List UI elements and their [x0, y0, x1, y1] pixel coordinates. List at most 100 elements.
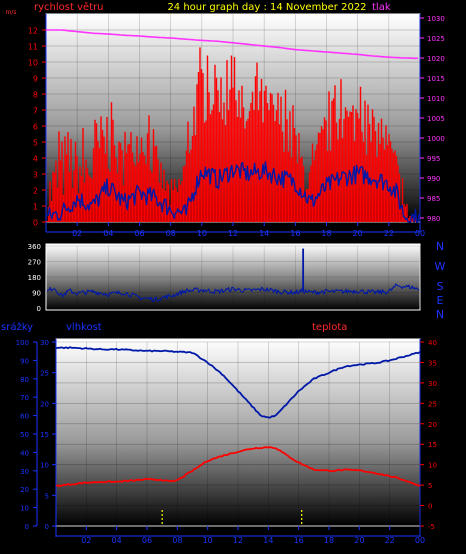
time-tick-label: 08: [172, 536, 182, 545]
time-tick-label: 16: [294, 536, 304, 545]
direction-tick-label: 90: [32, 290, 41, 298]
temperature-tick-label: 25: [428, 400, 437, 408]
time-tick-label: 22: [385, 536, 395, 545]
pressure-tick-label: 1005: [427, 115, 445, 123]
time-tick-label: 20: [353, 229, 363, 238]
rain-tick-label: 50: [20, 431, 29, 439]
wind-tick-label: 11: [28, 43, 38, 52]
time-tick-label: 14: [259, 229, 269, 238]
time-tick-label: 12: [228, 229, 238, 238]
pressure-tick-label: 980: [427, 215, 440, 223]
humidity-tick-label: 30: [40, 339, 49, 347]
wind-tick-label: 3: [33, 171, 38, 180]
humidity-tick-label: 25: [40, 370, 49, 378]
compass-letter: E: [437, 294, 444, 307]
humidity-temperature-grid: [56, 341, 421, 527]
direction-tick-label: 360: [28, 243, 41, 251]
left-axis-label: rychlost větru: [34, 1, 104, 13]
pressure-tick-label: 1015: [427, 75, 445, 83]
pressure-tick-label: 1025: [427, 35, 445, 43]
humidity-temperature-panel: [55, 338, 421, 537]
time-tick-label: 00: [415, 229, 425, 238]
pressure-tick-label: 995: [427, 155, 440, 163]
time-tick-label: 22: [384, 229, 394, 238]
wind-tick-label: 8: [33, 91, 38, 100]
time-tick-label: 02: [72, 229, 82, 238]
left-unit-label: m/s: [6, 9, 17, 16]
rain-tick-label: 100: [16, 339, 29, 347]
rain-tick-label: 30: [20, 468, 29, 476]
wind-tick-label: 6: [33, 123, 38, 132]
temperature-tick-label: -5: [428, 523, 435, 531]
time-tick-label: 18: [324, 536, 334, 545]
temperature-axis-label: teplota: [312, 322, 347, 333]
temperature-tick-label: 10: [428, 462, 437, 470]
pressure-tick-label: 1020: [427, 55, 445, 63]
temperature-tick-label: 30: [428, 380, 437, 388]
pressure-tick-label: 990: [427, 175, 440, 183]
direction-ticks: 0 90 180 270 360: [28, 243, 41, 313]
time-tick-label: 04: [112, 536, 122, 545]
wind-tick-label: 9: [33, 75, 38, 84]
humidity-tick-label: 10: [40, 462, 49, 470]
rain-tick-label: 10: [20, 505, 29, 513]
humidity-ticks: 0 5 10 15 20 25 30: [40, 339, 56, 531]
wind-gust-line: [46, 161, 420, 223]
rain-tick-label: 90: [20, 357, 29, 365]
temperature-tick-label: 5: [428, 482, 432, 490]
pressure-tick-label: 1010: [427, 95, 445, 103]
time-tick-label: 02: [81, 536, 91, 545]
rain-tick-label: 70: [20, 394, 29, 402]
time-tick-label: 06: [134, 229, 144, 238]
wind-direction-series: [46, 248, 420, 303]
temperature-tick-label: 0: [428, 503, 432, 511]
compass-letter: N: [436, 240, 444, 253]
pressure-ticks: 980 985 990 995 1000 1005 1010 1015 1020 1025 1030: [420, 15, 445, 223]
pressure-tick-label: 1030: [427, 15, 445, 23]
pressure-tick-label: 985: [427, 195, 440, 203]
humidity-axis-label: vlhkost: [66, 322, 102, 333]
rain-tick-label: 60: [20, 413, 29, 421]
compass-letter: W: [435, 260, 446, 273]
temperature-tick-label: 20: [428, 421, 437, 429]
time-tick-label: 10: [197, 229, 207, 238]
time-tick-label: 12: [233, 536, 243, 545]
pressure-line: [46, 29, 418, 60]
time-tick-label: 06: [142, 536, 152, 545]
time-tick-label: 10: [203, 536, 213, 545]
humidity-line: [55, 346, 421, 419]
wind-tick-label: 1: [33, 203, 38, 212]
humidity-temperature-series: [55, 346, 421, 526]
direction-tick-label: 270: [28, 259, 41, 267]
right-axis-label: tlak: [372, 2, 391, 13]
direction-tick-label: 180: [28, 274, 41, 282]
temperature-line: [55, 446, 421, 488]
wind-tick-label: 2: [33, 187, 38, 196]
time-tick-label: 04: [103, 229, 113, 238]
humidity-tick-label: 5: [45, 492, 49, 500]
wind-time-ticks: 02 04 06 08 10 12 14 16 18 20 22 00: [46, 222, 425, 238]
time-tick-label: 14: [263, 536, 273, 545]
time-tick-label: 00: [415, 536, 425, 545]
humidity-tick-label: 0: [45, 523, 49, 531]
wind-tick-label: 12: [28, 27, 38, 36]
humidity-tick-label: 20: [40, 400, 49, 408]
rain-tick-label: 20: [20, 486, 29, 494]
time-tick-label: 18: [321, 229, 331, 238]
rain-tick-label: 40: [20, 449, 29, 457]
direction-tick-label: 0: [37, 305, 41, 313]
time-tick-label: 16: [290, 229, 300, 238]
wind-direction-line: [46, 283, 420, 303]
temperature-ticks: -5 0 5 10 15 20 25 30 35 40: [420, 339, 437, 531]
chart-title: 24 hour graph day : 14 November 2022: [167, 2, 366, 13]
wind-tick-label: 0: [33, 219, 38, 228]
compass-letter: S: [437, 280, 444, 293]
temperature-tick-label: 15: [428, 441, 437, 449]
rain-tick-label: 0: [25, 523, 29, 531]
wind-tick-label: 10: [28, 59, 38, 68]
wind-tick-label: 7: [33, 107, 38, 116]
wind-direction-panel: [45, 243, 421, 311]
